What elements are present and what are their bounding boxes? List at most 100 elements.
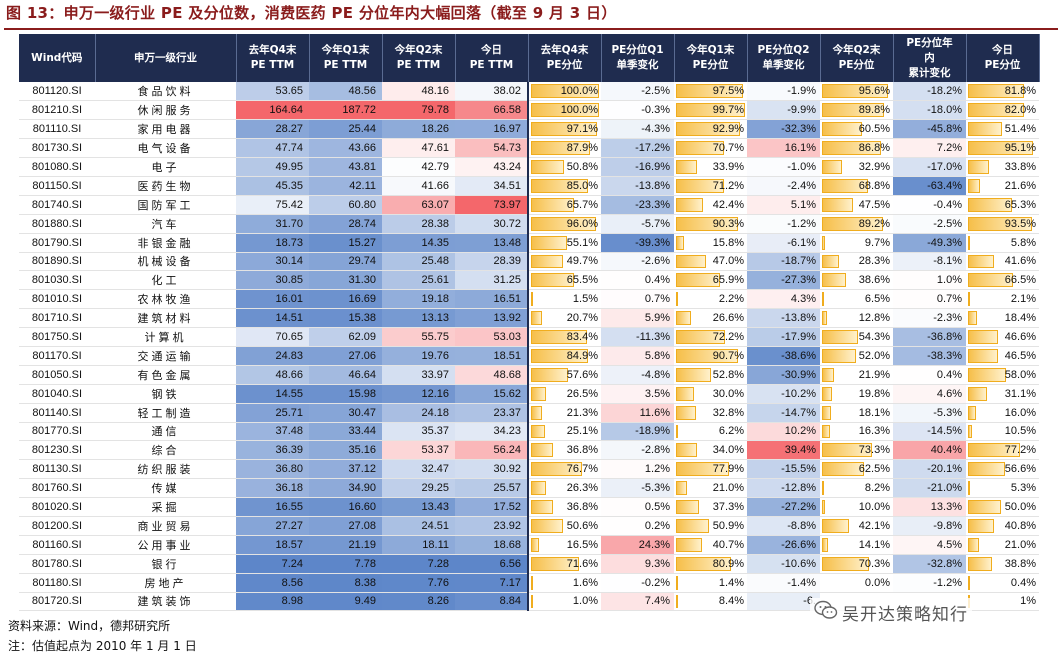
pe-ttm-cell: 79.78	[382, 100, 455, 121]
percentile-bar	[676, 481, 688, 496]
table-header-row: Wind代码 申万一级行业 去年Q4末 PE TTM 今年Q1末 PE TTM 今年Q2末 P…	[19, 34, 1040, 82]
table-row: 801050.SI 有色金属 48.66 46.64 33.97 48.68 57.6% -4…	[19, 365, 1039, 385]
pe-percentile-cell: 21.3%	[527, 403, 601, 423]
pe-percentile-cell: 1.6%	[527, 573, 601, 593]
percentile-change-cell: 4.5%	[893, 535, 966, 555]
percentile-bar	[676, 103, 745, 118]
pe-ttm-cell: 31.70	[236, 214, 309, 234]
wind-code-cell: 801080.SI	[19, 157, 95, 177]
percentile-value: 1.0%	[572, 595, 598, 608]
percentile-value: 36.8%	[566, 501, 598, 514]
industry-name-cell: 汽车	[95, 214, 236, 234]
percentile-value: 46.5%	[1004, 349, 1036, 362]
percentile-value: 58.0%	[1004, 368, 1036, 381]
pe-percentile-cell: 34.0%	[674, 440, 747, 461]
industry-name-cell: 电子	[95, 157, 236, 177]
column-header-line: PE分位Q1	[611, 44, 664, 56]
percentile-bar	[531, 311, 542, 326]
pe-ttm-cell: 63.07	[382, 195, 455, 215]
pe-ttm-cell: 18.57	[236, 535, 309, 555]
table-row: 801710.SI 建筑材料 14.51 15.38 13.13 13.92 20.7% 5.…	[19, 308, 1039, 329]
pe-percentile-cell: 16.5%	[527, 535, 601, 555]
column-header-line: 今日	[992, 44, 1013, 56]
column-header-line: 今日	[481, 44, 502, 56]
percentile-value: 99.7%	[712, 104, 744, 117]
pe-percentile-cell: 1.5%	[527, 289, 601, 310]
table-row: 801140.SI 轻工制造 25.71 30.47 24.18 23.37 21.3% 11…	[19, 403, 1039, 423]
percentile-value: 68.8%	[858, 179, 890, 192]
pe-ttm-cell: 66.58	[455, 100, 528, 121]
percentile-change-cell: -0.3%	[601, 100, 674, 121]
percentile-value: 81.8%	[1004, 85, 1036, 98]
percentile-bar	[531, 348, 589, 363]
pe-percentile-cell: 65.3%	[966, 195, 1039, 215]
table-row: 801890.SI 机械设备 30.14 29.74 25.48 28.39 49.7% -2…	[19, 252, 1039, 272]
percentile-change-cell: -36.8%	[893, 327, 966, 347]
percentile-value: 0.4%	[1010, 576, 1036, 589]
pe-percentile-cell: 20.7%	[527, 308, 601, 329]
percentile-change-cell: 0.5%	[601, 497, 674, 517]
wind-code-cell: 801750.SI	[19, 327, 95, 347]
pe-ttm-cell: 43.24	[455, 157, 528, 177]
wind-code-cell: 801120.SI	[19, 82, 95, 102]
percentile-value: 90.7%	[712, 349, 744, 362]
pe-percentile-cell: 72.2%	[674, 327, 747, 347]
wind-code-cell: 801160.SI	[19, 535, 95, 555]
percentile-bar	[822, 556, 870, 571]
percentile-value: 25.1%	[566, 425, 598, 438]
pe-percentile-cell: 81.8%	[966, 82, 1039, 102]
column-header-line: PE TTM	[250, 59, 295, 71]
pe-percentile-cell: 56.6%	[966, 459, 1039, 480]
percentile-change-cell: -32.8%	[893, 554, 966, 574]
pe-percentile-cell: 50.6%	[527, 516, 601, 536]
percentile-change-cell: -63.4%	[893, 176, 966, 196]
percentile-value: 49.7%	[566, 255, 598, 268]
percentile-bar	[531, 481, 546, 496]
column-header-line: PE分位Q2	[757, 44, 810, 56]
pe-percentile-cell: 40.8%	[966, 516, 1039, 536]
pe-ttm-cell: 43.81	[309, 157, 382, 177]
pe-percentile-cell: 47.0%	[674, 252, 747, 272]
pe-percentile-cell: 60.5%	[820, 119, 893, 140]
percentile-value: 8.2%	[864, 482, 890, 495]
percentile-bar	[531, 330, 588, 344]
pe-percentile-cell: 89.8%	[820, 100, 893, 121]
column-header-line: Wind代码	[31, 51, 83, 64]
percentile-change-cell: 5.1%	[747, 195, 820, 215]
percentile-change-cell: 1.2%	[601, 459, 674, 480]
wind-code-cell: 801020.SI	[19, 497, 95, 517]
percentile-change-cell: -1.0%	[747, 157, 820, 177]
percentile-bar	[676, 216, 738, 231]
percentile-bar	[676, 141, 724, 156]
column-header-line: 去年Q4末	[540, 44, 589, 56]
pe-ttm-cell: 56.24	[455, 440, 528, 461]
percentile-bar	[676, 367, 711, 382]
percentile-value: 28.3%	[858, 255, 890, 268]
percentile-value: 38.6%	[858, 274, 890, 287]
table-row: 801180.SI 房地产 8.56 8.38 7.76 7.17 1.6% -0.2% 1.4…	[19, 573, 1039, 593]
pe-percentile-cell: 52.8%	[674, 365, 747, 385]
percentile-value: 6.2%	[718, 425, 744, 438]
pe-ttm-cell: 25.44	[309, 119, 382, 140]
pe-ttm-cell: 30.14	[236, 252, 309, 272]
table-row: 801200.SI 商业贸易 27.27 27.08 24.51 23.92 50.6% 0.…	[19, 516, 1039, 536]
percentile-bar	[822, 197, 853, 212]
pe-percentile-cell: 71.6%	[527, 554, 601, 574]
wind-code-cell: 801130.SI	[19, 459, 95, 480]
percentile-value: 56.6%	[1004, 463, 1036, 476]
pe-ttm-cell: 48.66	[236, 365, 309, 385]
percentile-bar	[968, 103, 1024, 118]
pe-ttm-cell: 33.44	[309, 422, 382, 442]
percentile-bar	[531, 254, 563, 269]
percentile-value: 60.5%	[858, 123, 890, 136]
percentile-value: 38.8%	[1004, 557, 1036, 570]
percentile-bar	[822, 160, 843, 174]
percentile-value: 86.8%	[858, 142, 890, 155]
pe-ttm-cell: 7.24	[236, 554, 309, 574]
column-header-line: 申万一级行业	[134, 51, 197, 64]
pe-ttm-cell: 37.12	[309, 459, 382, 480]
pe-ttm-cell: 24.18	[382, 403, 455, 423]
industry-name-cell: 通信	[95, 422, 236, 442]
industry-name-cell: 公用事业	[95, 535, 236, 555]
percentile-value: 46.6%	[1004, 331, 1036, 344]
